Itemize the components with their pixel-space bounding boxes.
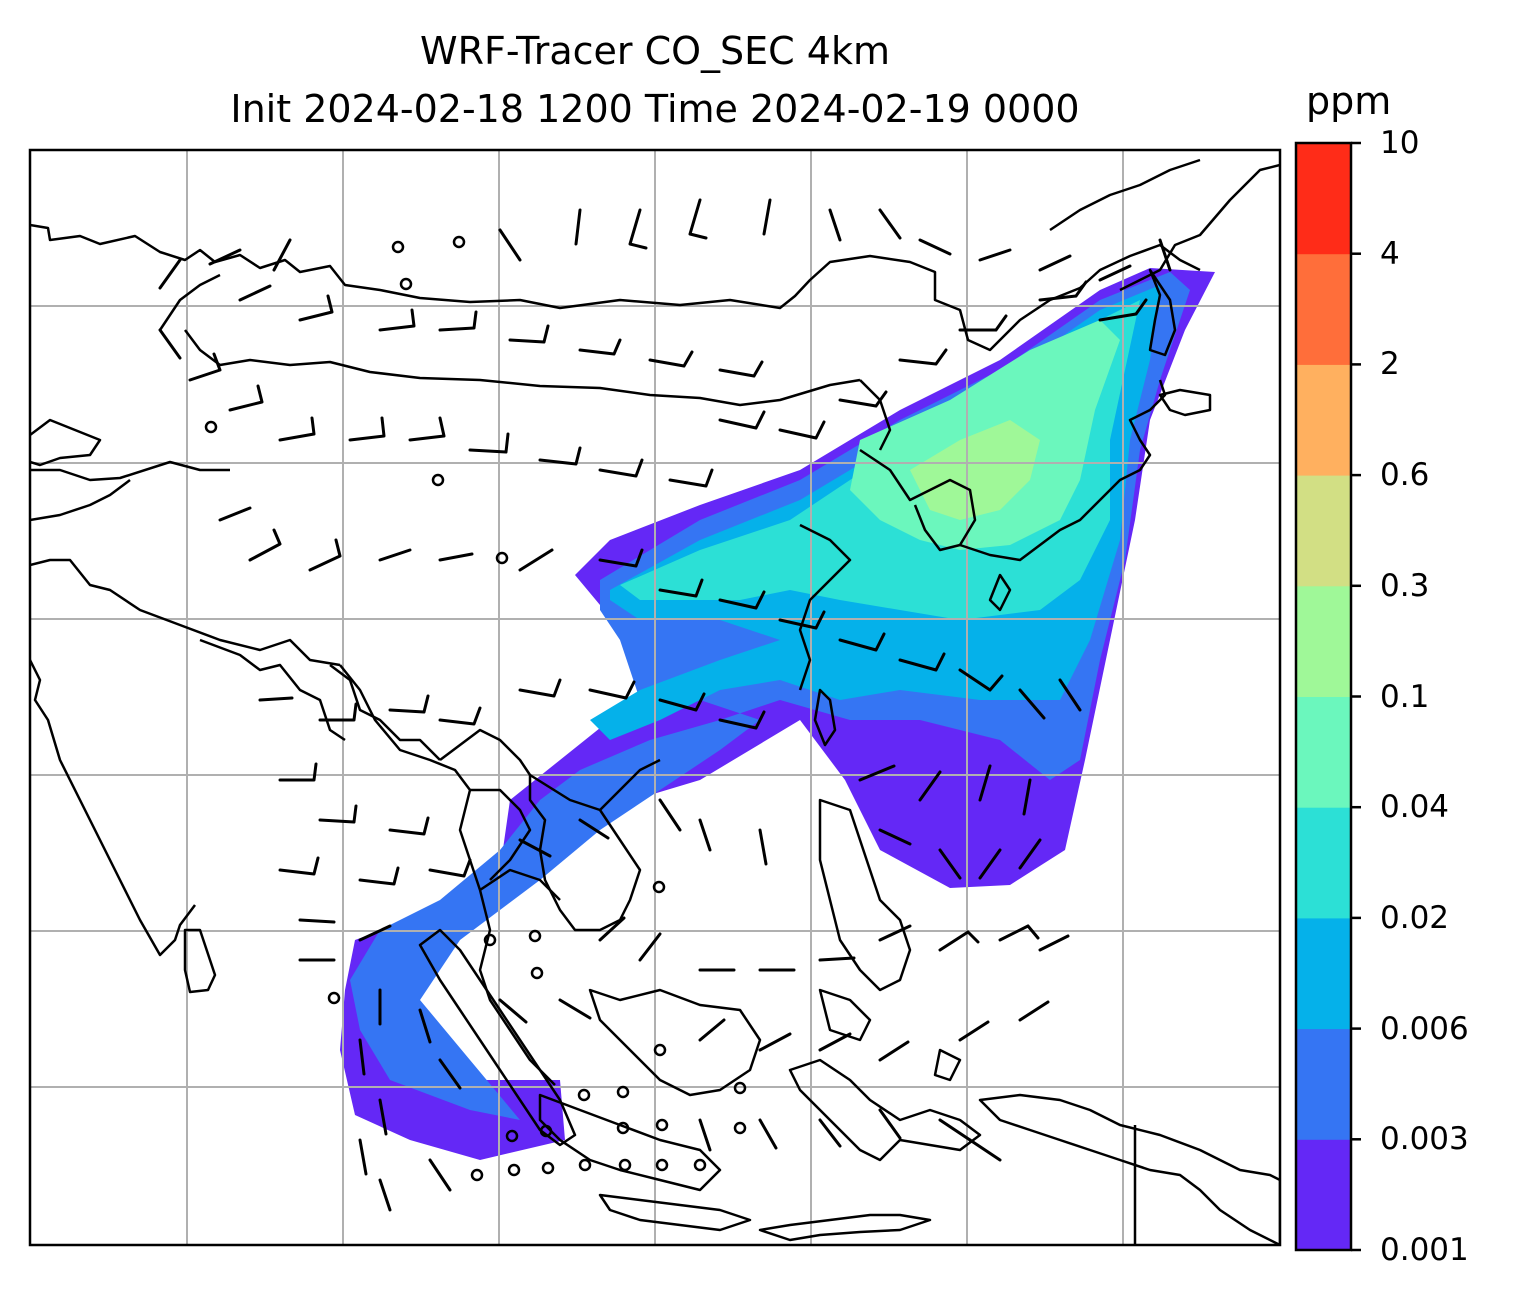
colorbar-band bbox=[1296, 143, 1351, 255]
colorbar-tick-label: 0.1 bbox=[1380, 678, 1430, 715]
colorbar-band bbox=[1296, 475, 1351, 587]
colorbar-tick-label: 0.006 bbox=[1380, 1010, 1469, 1047]
coastlines bbox=[30, 158, 1280, 1245]
colorbar-tick-label: 0.04 bbox=[1380, 789, 1450, 826]
wind-barbs bbox=[158, 198, 1172, 1212]
colorbar-band bbox=[1296, 807, 1351, 919]
chart-title: WRF-Tracer CO_SEC 4km bbox=[420, 29, 890, 73]
tracer-plume bbox=[340, 268, 1215, 1160]
colorbar-tick-label: 2 bbox=[1380, 346, 1400, 383]
map-panel bbox=[30, 150, 1280, 1245]
colorbar-tick-label: 10 bbox=[1380, 125, 1420, 161]
colorbar-band bbox=[1296, 1028, 1351, 1140]
colorbar-band bbox=[1296, 253, 1351, 365]
colorbar-band bbox=[1296, 917, 1351, 1030]
colorbar-tick-label: 0.3 bbox=[1380, 567, 1430, 604]
colorbar-unit-label: ppm bbox=[1306, 79, 1392, 123]
colorbar-tick-label: 0.001 bbox=[1380, 1232, 1469, 1268]
colorbar-band bbox=[1296, 364, 1351, 476]
colorbar-tick-marks bbox=[1351, 141, 1361, 1252]
colorbar-band bbox=[1296, 696, 1351, 808]
chart-subtitle: Init 2024-02-18 1200 Time 2024-02-19 000… bbox=[230, 87, 1080, 131]
colorbar-tick-label: 0.6 bbox=[1380, 457, 1430, 494]
colorbar-band bbox=[1296, 585, 1351, 697]
country-borders bbox=[158, 273, 892, 901]
colorbar-tick-label: 0.003 bbox=[1380, 1121, 1469, 1158]
colorbar-band bbox=[1296, 1139, 1351, 1251]
colorbar-tick-label: 4 bbox=[1380, 235, 1400, 272]
map-frame bbox=[28, 148, 1282, 1247]
colorbar-tick-label: 0.02 bbox=[1380, 899, 1450, 936]
calm-wind-circles bbox=[204, 235, 747, 1182]
colorbar bbox=[1296, 143, 1351, 1251]
plume-level-5 bbox=[910, 420, 1040, 520]
